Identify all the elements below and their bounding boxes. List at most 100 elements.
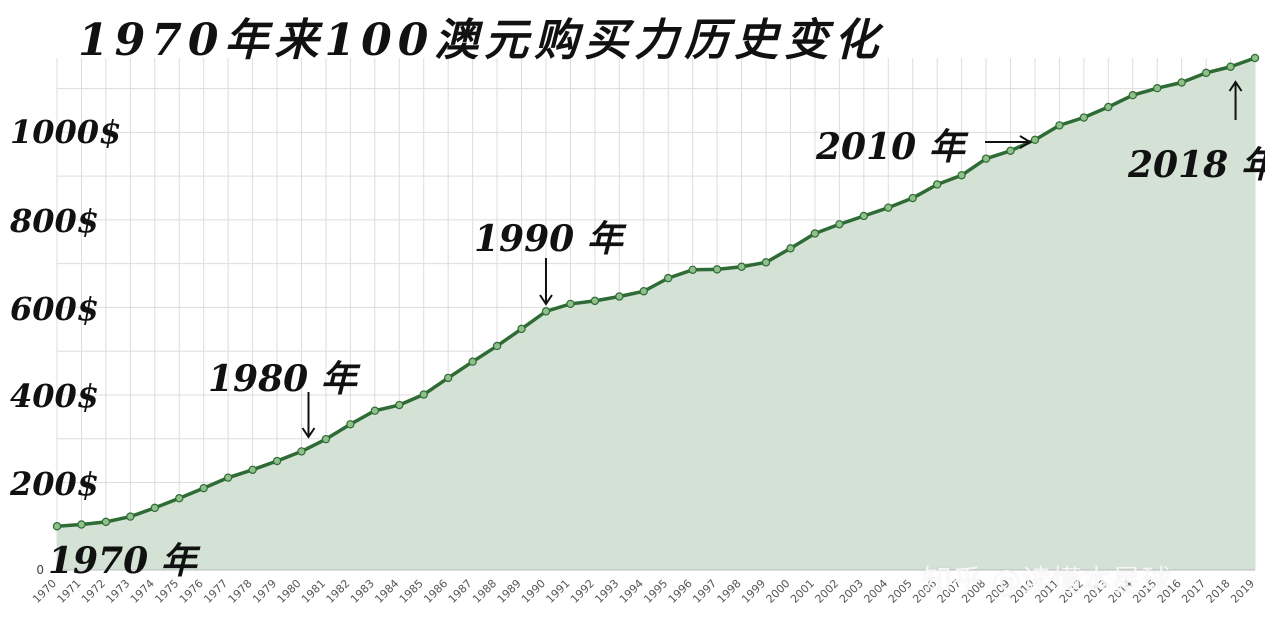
data-point-2004	[884, 203, 893, 212]
data-point-1978	[248, 465, 257, 474]
y-tick-label-200: 200$	[10, 465, 100, 503]
data-point-1992	[590, 296, 600, 306]
chart-title: 1970年来100澳元购买力历史变化	[78, 15, 885, 66]
x-tick-label-2000: 2000	[764, 577, 793, 606]
data-point-1995	[664, 273, 673, 283]
x-tick-label-1979: 1979	[250, 577, 279, 606]
x-tick-label-1977: 1977	[201, 577, 230, 606]
data-point-1988	[492, 341, 502, 351]
data-point-2006	[932, 180, 942, 189]
data-point-1972	[101, 517, 111, 527]
data-point-1982	[346, 420, 355, 429]
data-point-1996	[688, 265, 697, 275]
data-point-1970	[52, 522, 62, 531]
data-point-2001	[810, 229, 820, 238]
data-point-1979	[272, 456, 282, 466]
data-point-2003	[859, 211, 869, 221]
x-tick-label-1989: 1989	[495, 577, 524, 606]
annotation-arrow-1990-head	[539, 294, 553, 306]
data-point-1991	[566, 299, 575, 309]
data-point-1987	[468, 357, 477, 366]
annotation-2010: 2010 年	[816, 126, 965, 168]
x-tick-label-1990: 1990	[519, 577, 548, 606]
x-tick-label-1980: 1980	[275, 577, 304, 606]
y-tick-label-600: 600$	[10, 290, 100, 328]
y-tick-label-400: 400$	[10, 377, 100, 415]
x-tick-label-1999: 1999	[739, 577, 768, 606]
data-point-1980	[297, 447, 306, 456]
x-tick-label-1998: 1998	[715, 577, 744, 606]
data-point-2010	[1030, 135, 1040, 145]
data-point-2015	[1153, 83, 1162, 93]
data-point-2007	[957, 171, 966, 180]
x-tick-label-2001: 2001	[788, 577, 817, 606]
data-point-2002	[835, 220, 844, 229]
y-tick-label-0: 0	[36, 563, 44, 577]
x-tick-label-1994: 1994	[617, 577, 646, 606]
annotation-arrow-1980-head	[301, 427, 316, 439]
annotation-2018: 2018 年	[1128, 144, 1265, 186]
series-area-fill	[57, 58, 1255, 570]
data-point-2000	[786, 244, 795, 253]
x-tick-label-2017: 2017	[1179, 577, 1208, 606]
series-line	[56, 56, 1256, 528]
x-tick-label-1993: 1993	[592, 577, 621, 606]
data-point-2005	[908, 193, 917, 203]
annotation-1990: 1990 年	[474, 218, 623, 260]
data-point-1998	[737, 262, 746, 271]
data-point-1971	[77, 520, 86, 529]
x-tick-label-1997: 1997	[690, 577, 719, 606]
annotation-arrow-2010-head	[1019, 135, 1032, 149]
data-point-1985	[419, 390, 428, 399]
data-point-2014	[1128, 90, 1137, 100]
y-tick-label-1000: 1000$	[10, 113, 122, 151]
annotation-arrow-2018-head	[1228, 80, 1243, 92]
x-tick-label-1985: 1985	[397, 577, 426, 606]
data-point-2012	[1079, 113, 1089, 122]
x-tick-label-1978: 1978	[226, 577, 255, 606]
watermark-text: 知乎 @读懂本星球	[922, 564, 1172, 599]
x-tick-label-1991: 1991	[544, 577, 573, 606]
x-tick-label-1986: 1986	[421, 577, 450, 606]
data-point-2013	[1104, 102, 1113, 112]
data-point-2017	[1201, 68, 1211, 78]
x-tick-label-1987: 1987	[446, 577, 475, 606]
x-tick-label-2019: 2019	[1228, 577, 1257, 606]
data-point-1983	[370, 406, 380, 415]
data-point-2019	[1250, 53, 1260, 63]
data-point-1974	[150, 503, 159, 513]
annotation-1970: 1970 年	[48, 540, 197, 582]
x-tick-label-2002: 2002	[812, 577, 841, 606]
data-point-1993	[615, 292, 624, 301]
x-tick-label-1995: 1995	[641, 577, 670, 606]
data-point-1984	[395, 400, 404, 410]
data-point-2018	[1226, 62, 1235, 71]
data-point-2011	[1055, 121, 1064, 130]
x-tick-label-1981: 1981	[299, 577, 328, 606]
x-tick-label-1982: 1982	[324, 577, 353, 606]
data-point-1976	[199, 483, 208, 493]
annotation-1980: 1980 年	[208, 358, 357, 400]
data-point-1975	[175, 494, 184, 503]
x-tick-label-1983: 1983	[348, 577, 377, 606]
data-point-1997	[712, 265, 722, 274]
data-point-1994	[639, 287, 648, 296]
x-tick-label-1996: 1996	[666, 577, 695, 606]
x-tick-label-2004: 2004	[861, 577, 890, 606]
data-point-1973	[126, 512, 135, 521]
data-point-1986	[443, 373, 453, 383]
x-tick-label-1984: 1984	[372, 577, 401, 606]
data-point-1977	[223, 473, 233, 482]
x-tick-label-1988: 1988	[470, 577, 499, 606]
data-point-1981	[321, 434, 331, 444]
data-point-2016	[1177, 78, 1186, 87]
data-point-2008	[981, 154, 991, 163]
data-point-2009	[1006, 146, 1015, 155]
data-point-1990	[541, 307, 551, 316]
x-tick-label-2003: 2003	[837, 577, 866, 606]
x-tick-label-2005: 2005	[886, 577, 915, 606]
data-point-1989	[517, 324, 526, 334]
data-point-1999	[761, 258, 771, 267]
